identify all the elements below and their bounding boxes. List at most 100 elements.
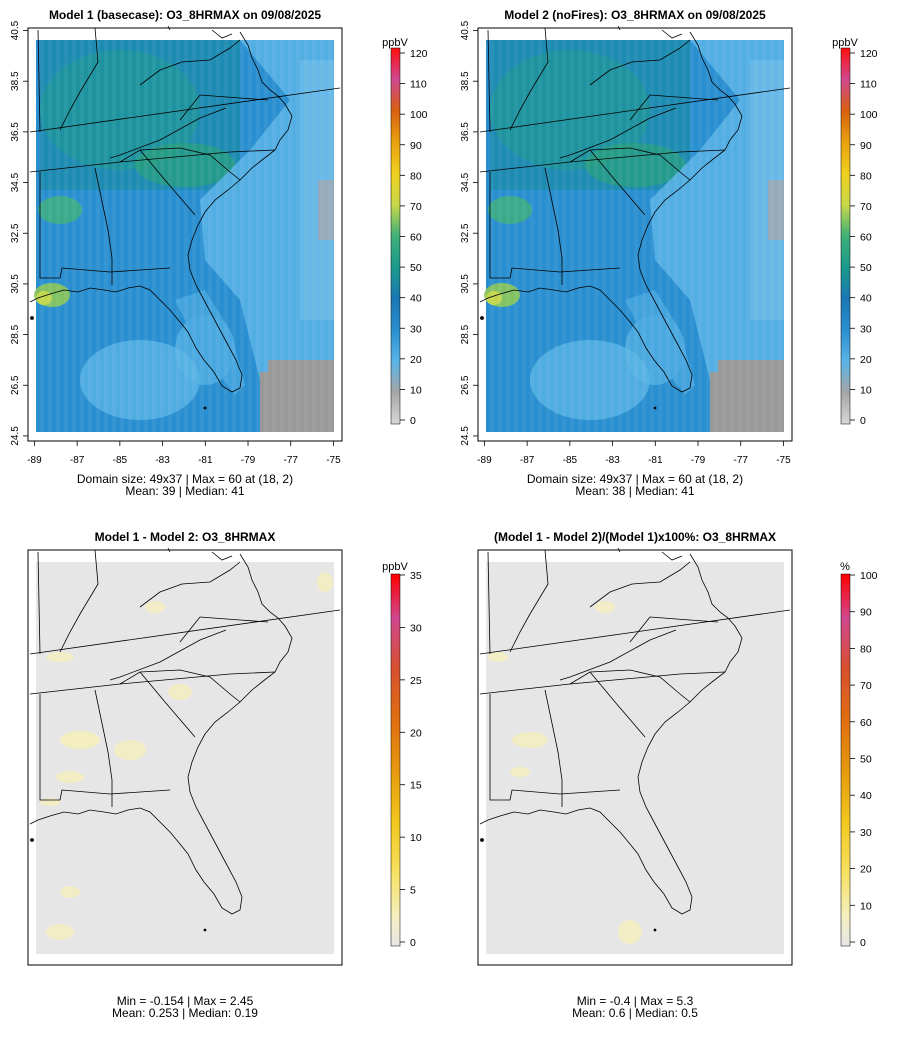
title-difference: Model 1 - Model 2: O3_8HRMAX (94, 530, 276, 544)
map-percent-difference (477, 547, 793, 966)
colorbar-tick-label: 80 (410, 170, 422, 182)
colorbar-tick-label: 70 (860, 680, 872, 692)
colorbar-tick-label: 100 (410, 109, 428, 121)
caption-model1-line2: Mean: 39 | Median: 41 (125, 484, 245, 498)
colorbar-tick-label: 80 (860, 170, 872, 182)
y-tick-label: 36.5 (460, 122, 471, 142)
title-model1: Model 1 (basecase): O3_8HRMAX on 09/08/2… (48, 8, 322, 22)
y-tick-label: 26.5 (460, 375, 471, 395)
caption-difference-line1: Min = -0.154 | Max = 2.45 (116, 994, 254, 1008)
title-model2: Model 2 (noFires): O3_8HRMAX on 09/08/20… (504, 8, 766, 22)
colorbar-tick-label: 40 (410, 293, 422, 305)
y-tick-label: 30.5 (10, 274, 21, 294)
x-tick-label: -89 (477, 455, 492, 466)
colorbar-model2: ppbV 0 10 20 30 40 50 60 70 80 90 100 110 120 (832, 37, 878, 427)
colorbar-tick-label: 30 (860, 827, 872, 839)
y-tick-label: 24.5 (460, 426, 471, 446)
colorbar-tick-label: 100 (860, 570, 878, 582)
colorbar-tick-label: 5 (410, 885, 416, 897)
colorbar-tick-label: 15 (410, 780, 422, 792)
colorbar-difference: ppbV 0 5 10 15 20 25 30 35 (382, 561, 422, 949)
map-model1 (27, 25, 343, 442)
colorbar-tick-label: 40 (860, 790, 872, 802)
title-percent-difference: (Model 1 - Model 2)/(Model 1)x100%: O3_8… (493, 530, 777, 544)
colorbar-unit-model2: ppbV (832, 37, 858, 49)
y-tick-label: 24.5 (10, 426, 21, 446)
y-tick-label: 40.5 (460, 20, 471, 40)
colorbar-tick-label: 60 (860, 232, 872, 244)
x-tick-label: -83 (155, 455, 170, 466)
colorbar-tick-label: 0 (410, 415, 416, 427)
panel-model2: -89 -87 -85 -83 -81 -79 -77 -75 24.5 26.5 28.5 30.… (460, 20, 878, 466)
x-tick-label: -87 (520, 455, 535, 466)
y-axis-model2: 24.5 26.5 28.5 30.5 32.5 34.5 36.5 38.5 40.5 (460, 20, 478, 446)
colorbar-tick-label: 90 (860, 607, 872, 619)
y-tick-label: 40.5 (10, 20, 21, 40)
colorbar-tick-label: 110 (860, 79, 877, 91)
colorbar-tick-label: 70 (860, 201, 872, 213)
y-tick-label: 32.5 (10, 223, 21, 243)
y-tick-label: 28.5 (460, 324, 471, 344)
y-tick-label: 30.5 (460, 274, 471, 294)
y-tick-label: 36.5 (10, 122, 21, 142)
panel-model1: -89 -87 -85 -83 -81 -79 -77 -75 24.5 26.5 28.5 30.… (10, 20, 428, 466)
map-difference (27, 547, 343, 966)
caption-percent-difference-line1: Min = -0.4 | Max = 5.3 (576, 994, 694, 1008)
x-tick-label: -83 (605, 455, 620, 466)
caption-model1: Domain size: 49x37 | Max = 60 at (18, 2)… (0, 473, 410, 497)
caption-model2-line2: Mean: 38 | Median: 41 (575, 484, 695, 498)
colorbar-tick-label: 10 (860, 900, 872, 912)
panel-percent-difference: % 0 10 20 30 40 50 60 70 80 90 100 (477, 547, 878, 966)
colorbar-tick-label: 20 (410, 727, 422, 739)
x-axis-model2: -89 -87 -85 -83 -81 -79 -77 -75 (477, 441, 791, 466)
caption-difference: Min = -0.154 | Max = 2.45 Mean: 0.253 | … (0, 995, 410, 1019)
colorbar-tick-label: 80 (860, 643, 872, 655)
colorbar-percent-difference: % 0 10 20 30 40 50 60 70 80 90 100 (840, 561, 878, 949)
colorbar-unit-model1: ppbV (382, 37, 408, 49)
x-tick-label: -75 (326, 455, 341, 466)
colorbar-tick-label: 30 (410, 323, 422, 335)
colorbar-tick-label: 0 (860, 937, 866, 949)
colorbar-tick-label: 120 (860, 48, 878, 60)
colorbar-tick-label: 70 (410, 201, 422, 213)
colorbar-tick-label: 40 (860, 293, 872, 305)
colorbar-tick-label: 60 (410, 232, 422, 244)
x-tick-label: -89 (27, 455, 42, 466)
colorbar-tick-label: 30 (860, 323, 872, 335)
colorbar-tick-label: 100 (860, 109, 878, 121)
caption-percent-difference-line2: Mean: 0.6 | Median: 0.5 (572, 1006, 698, 1020)
colorbar-tick-label: 10 (410, 384, 422, 396)
x-tick-label: -77 (734, 455, 749, 466)
y-tick-label: 28.5 (10, 324, 21, 344)
colorbar-tick-label: 90 (860, 140, 872, 152)
caption-model2: Domain size: 49x37 | Max = 60 at (18, 2)… (410, 473, 860, 497)
colorbar-tick-label: 50 (410, 262, 422, 274)
colorbar-tick-label: 35 (410, 570, 422, 582)
panel-difference: ppbV 0 5 10 15 20 25 30 35 (27, 547, 422, 966)
colorbar-tick-label: 110 (410, 79, 427, 91)
y-axis-model1: 24.5 26.5 28.5 30.5 32.5 34.5 36.5 38.5 40.5 (10, 20, 28, 446)
y-tick-label: 38.5 (460, 71, 471, 91)
map-model2 (477, 25, 793, 442)
y-tick-label: 32.5 (460, 223, 471, 243)
x-tick-label: -81 (198, 455, 213, 466)
colorbar-tick-label: 90 (410, 140, 422, 152)
caption-difference-line2: Mean: 0.253 | Median: 0.19 (112, 1006, 258, 1020)
colorbar-tick-label: 0 (860, 415, 866, 427)
x-tick-label: -85 (113, 455, 128, 466)
colorbar-tick-label: 50 (860, 262, 872, 274)
colorbar-tick-label: 60 (860, 717, 872, 729)
caption-model2-line1: Domain size: 49x37 | Max = 60 at (18, 2) (526, 472, 744, 486)
x-tick-label: -85 (563, 455, 578, 466)
caption-model1-line1: Domain size: 49x37 | Max = 60 at (18, 2) (76, 472, 294, 486)
x-tick-label: -77 (284, 455, 299, 466)
x-tick-label: -79 (241, 455, 256, 466)
caption-percent-difference: Min = -0.4 | Max = 5.3 Mean: 0.6 | Media… (410, 995, 860, 1019)
x-tick-label: -87 (70, 455, 85, 466)
y-tick-label: 34.5 (460, 172, 471, 192)
colorbar-tick-label: 30 (410, 622, 422, 634)
y-tick-label: 38.5 (10, 71, 21, 91)
x-tick-label: -75 (776, 455, 791, 466)
colorbar-unit-difference: ppbV (382, 561, 408, 573)
